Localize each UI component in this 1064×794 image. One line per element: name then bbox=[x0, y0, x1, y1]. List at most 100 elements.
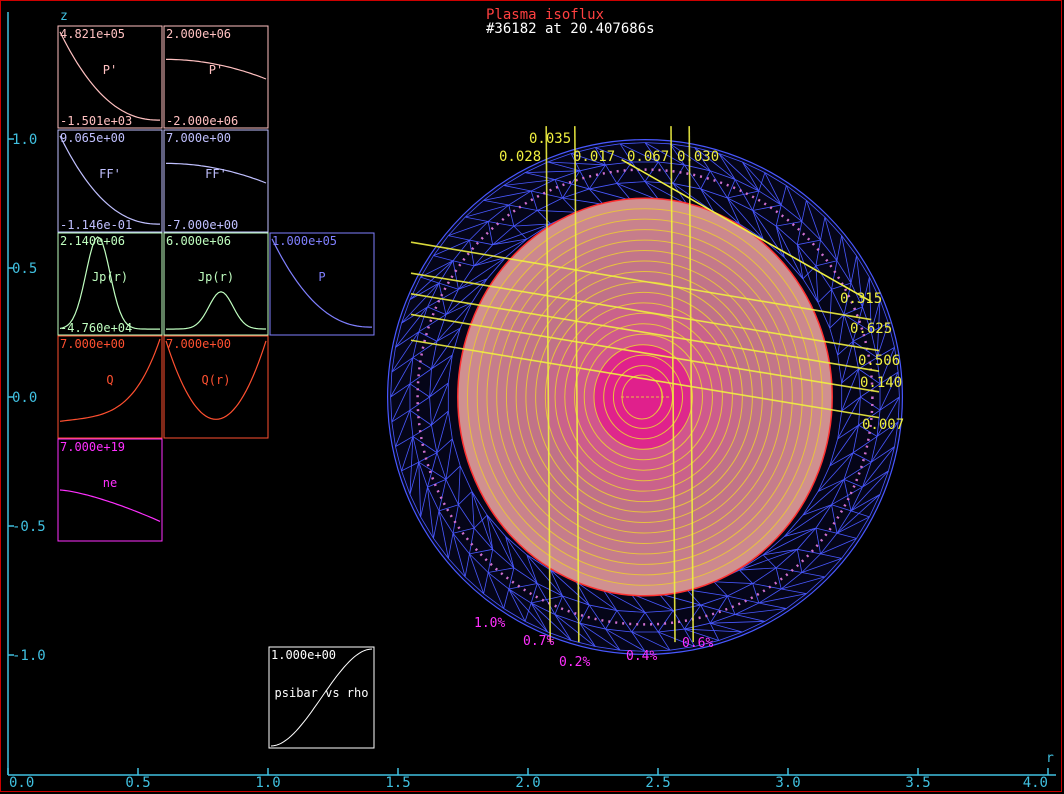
mesh-edge bbox=[775, 225, 804, 280]
mesh-edge bbox=[700, 188, 715, 213]
mesh-edge bbox=[619, 143, 633, 163]
mesh-edge bbox=[390, 357, 414, 398]
mesh-edge bbox=[595, 147, 632, 163]
mesh-edge bbox=[436, 314, 447, 342]
mesh-edge bbox=[526, 554, 538, 584]
mesh-edge bbox=[858, 368, 881, 385]
mesh-edge bbox=[631, 161, 646, 182]
mesh-edge bbox=[820, 532, 838, 555]
mesh-edge bbox=[841, 235, 857, 256]
axis-ticks: 0.0 0.5 1.0 1.5 2.0 2.5 3.0 3.5 4.0 1.0 0.5 0.0 -0.5… bbox=[7, 132, 1049, 791]
mesh-edge bbox=[431, 410, 449, 426]
mesh-edge bbox=[554, 614, 572, 641]
mesh-edge bbox=[554, 614, 580, 624]
mesh-edge bbox=[409, 276, 422, 300]
mesh-edge bbox=[742, 161, 760, 192]
mesh-edge bbox=[401, 436, 414, 471]
mesh-edge bbox=[483, 199, 509, 206]
mesh-edge bbox=[487, 221, 494, 245]
panel-label: Q(r) bbox=[202, 373, 231, 387]
mesh-edge bbox=[713, 581, 728, 597]
mesh-edge bbox=[524, 602, 532, 622]
mesh-edge bbox=[739, 223, 764, 240]
mesh-edge bbox=[505, 238, 528, 258]
mesh-edge bbox=[575, 581, 618, 611]
profile-curve bbox=[166, 162, 267, 184]
horizontal-chord bbox=[410, 293, 880, 372]
mesh-edge bbox=[418, 462, 428, 488]
mesh-edge bbox=[431, 425, 438, 453]
mesh-edge bbox=[420, 486, 428, 518]
mesh-edge bbox=[508, 588, 526, 622]
mesh-edge bbox=[709, 595, 728, 624]
mesh-edge bbox=[631, 631, 646, 652]
mesh-edge bbox=[579, 622, 606, 630]
mesh-edge bbox=[710, 622, 743, 633]
mesh-edge bbox=[776, 221, 802, 227]
mesh-edge bbox=[537, 210, 551, 225]
x-tick-label: 3.5 bbox=[905, 775, 930, 791]
mesh-edge bbox=[841, 368, 859, 384]
diagonal-chord bbox=[621, 158, 872, 303]
panel-top-value: 7.000e+00 bbox=[166, 131, 231, 145]
mesh-edge bbox=[513, 225, 528, 240]
mesh-edge bbox=[588, 164, 606, 190]
mesh-edge bbox=[897, 396, 900, 422]
mesh-edge bbox=[801, 553, 821, 573]
mesh-edge bbox=[469, 528, 475, 554]
mesh-edge bbox=[876, 410, 881, 437]
mesh-edge bbox=[879, 371, 899, 411]
mesh-edge bbox=[837, 424, 859, 440]
mesh-edge bbox=[579, 164, 606, 172]
mesh-edge bbox=[758, 593, 807, 604]
psibar-label: psibar vs rho bbox=[275, 686, 369, 700]
horizontal-chord bbox=[410, 241, 872, 321]
mesh-edge bbox=[686, 589, 728, 597]
x-tick-label: 2.5 bbox=[645, 775, 670, 791]
mesh-edge bbox=[870, 446, 895, 463]
mesh-edge bbox=[429, 396, 432, 426]
mesh-edge bbox=[860, 396, 881, 411]
mesh-edge bbox=[739, 567, 777, 571]
mesh-edge bbox=[433, 510, 440, 539]
mesh-edge bbox=[684, 622, 711, 630]
mesh-edge bbox=[487, 572, 510, 590]
mesh-edge bbox=[503, 172, 526, 186]
mesh-edge bbox=[734, 602, 760, 615]
mesh-edge bbox=[492, 238, 527, 246]
profile-panel: 1.000e+05 P bbox=[269, 232, 375, 336]
mesh-edge bbox=[735, 608, 787, 615]
percent-label: 0.2% bbox=[559, 655, 590, 670]
mesh-edge bbox=[391, 409, 411, 423]
mesh-edge bbox=[616, 181, 646, 184]
mesh-edge bbox=[817, 479, 845, 492]
mesh-edge bbox=[589, 188, 632, 201]
x-tick-label: 3.0 bbox=[775, 775, 800, 791]
mesh-edge bbox=[412, 331, 420, 358]
x-tick-label: 1.0 bbox=[255, 775, 280, 791]
mesh-edge bbox=[700, 604, 736, 615]
mesh-edge bbox=[620, 649, 646, 652]
percent-label: 0.4% bbox=[626, 649, 657, 664]
mesh-edge bbox=[775, 225, 798, 245]
mesh-edge bbox=[775, 204, 782, 227]
mesh-edge bbox=[401, 470, 411, 495]
mesh-edge bbox=[802, 479, 845, 516]
mesh-edge bbox=[602, 589, 646, 613]
mesh-edge bbox=[536, 583, 556, 615]
mesh-edge bbox=[796, 549, 803, 573]
mesh-edge bbox=[418, 452, 438, 463]
mesh-edge bbox=[876, 323, 889, 358]
mesh-edge bbox=[433, 235, 449, 256]
mesh-edge bbox=[550, 569, 590, 606]
mesh-edge bbox=[483, 190, 532, 201]
mesh-edge bbox=[694, 640, 719, 647]
mesh-edge bbox=[762, 554, 777, 569]
mesh-edge bbox=[644, 181, 674, 184]
mesh-edge bbox=[513, 210, 538, 227]
mesh-edge bbox=[752, 210, 777, 227]
mesh-edge bbox=[836, 516, 870, 534]
mesh-edge bbox=[843, 479, 852, 511]
mesh-edge bbox=[644, 142, 659, 163]
mesh-edge bbox=[831, 479, 845, 505]
